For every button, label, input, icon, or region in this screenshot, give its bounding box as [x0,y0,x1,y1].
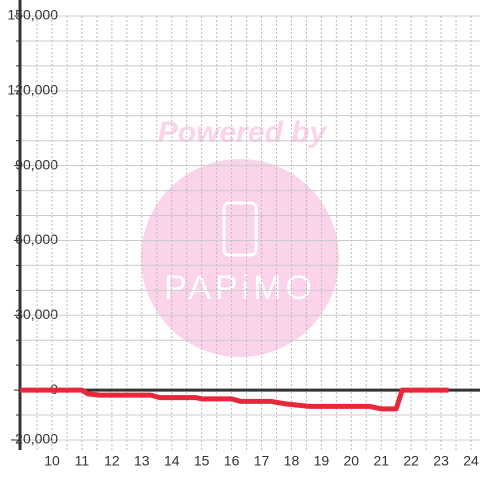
watermark-logo: PAPiMO [164,269,316,307]
x-tick-label: 15 [194,453,210,469]
y-tick-label: 150,000 [7,7,58,23]
y-tick-label: 120,000 [7,82,58,98]
y-tick-label: 30,000 [15,306,58,322]
x-tick-label: 21 [373,453,389,469]
x-tick-label: 19 [314,453,330,469]
x-tick-label: 10 [44,453,60,469]
x-tick-label: 22 [403,453,419,469]
x-tick-label: 23 [433,453,449,469]
x-tick-label: 18 [284,453,300,469]
y-tick-label: -20,000 [11,431,59,447]
x-tick-label: 24 [463,453,479,469]
x-tick-label: 12 [104,453,120,469]
x-tick-label: 14 [164,453,180,469]
line-series [20,387,449,412]
y-tick-label: 90,000 [15,156,58,172]
watermark-circle [141,159,339,357]
watermark-text: Powered by [158,116,328,149]
watermark-phone [222,201,258,257]
x-tick-label: 11 [75,453,90,469]
x-tick-label: 16 [224,453,240,469]
y-tick-label: 60,000 [15,231,58,247]
x-tick-label: 17 [254,453,270,469]
x-tick-label: 20 [344,453,360,469]
x-tick-label: 13 [134,453,150,469]
